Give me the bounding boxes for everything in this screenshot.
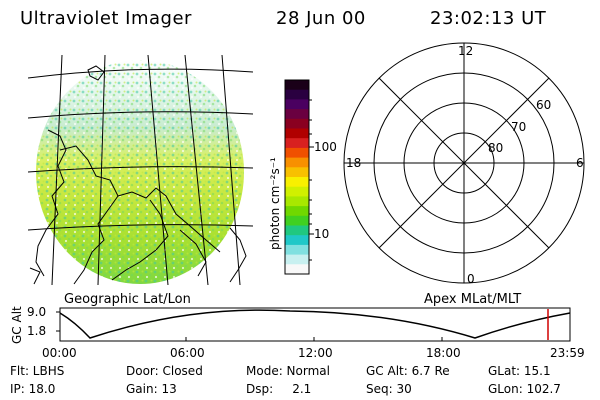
time-tick-2359: 23:59: [550, 346, 585, 360]
polar-plot: [343, 42, 585, 284]
altitude-axis-label: GC Alt: [10, 306, 24, 344]
time-label: 23:02:13 UT: [430, 8, 547, 29]
colorbar-swatch: [285, 206, 309, 217]
info-mode: Mode: Normal: [246, 364, 330, 378]
info-gc-alt: GC Alt: 6.7 Re: [366, 364, 450, 378]
mlt-0-label: 0: [467, 272, 475, 286]
time-tick-1800: 18:00: [426, 346, 461, 360]
mlat-80-label: 80: [488, 141, 504, 155]
colorbar-swatch: [285, 215, 309, 226]
colorbar-unit-label: photon cm⁻²s⁻¹: [268, 157, 282, 250]
time-tick-0000: 00:00: [42, 346, 77, 360]
mlat-70-label: 70: [511, 120, 527, 134]
mlt-12-label: 12: [458, 44, 474, 58]
colorbar-swatch: [285, 264, 309, 275]
colorbar-swatch: [285, 196, 309, 207]
colorbar-swatch: [285, 80, 309, 91]
colorbar-swatch: [285, 254, 309, 265]
colorbar-tick-10: 10: [314, 227, 330, 241]
colorbar-swatch: [285, 177, 309, 188]
colorbar-swatch: [285, 244, 309, 256]
instrument-title: Ultraviolet Imager: [20, 8, 192, 29]
mlat-60-label: 60: [536, 98, 552, 112]
earth-image: [28, 55, 253, 285]
altitude-plot: [56, 307, 571, 342]
mlt-6-label: 6: [576, 156, 584, 170]
polar-panel-label: Apex MLat/MLT: [424, 292, 522, 307]
coastlines: [29, 65, 247, 285]
colorbar-swatch: [285, 138, 309, 149]
colorbar-swatch: [285, 186, 309, 197]
info-door: Door: Closed: [126, 364, 203, 378]
colorbar-swatch: [285, 235, 309, 246]
colorbar-tick-100: 100: [314, 140, 337, 154]
colorbar-swatch: [285, 128, 309, 139]
time-tick-1200: 12:00: [298, 346, 333, 360]
colorbar: [285, 80, 309, 275]
map-grid: [28, 55, 253, 285]
time-tick-0600: 06:00: [170, 346, 205, 360]
colorbar-swatch: [285, 118, 309, 129]
colorbar-swatch: [285, 157, 309, 168]
colorbar-swatch: [285, 109, 309, 120]
geographic-panel-label: Geographic Lat/Lon: [64, 292, 191, 307]
info-glat: GLat: 15.1: [488, 364, 551, 378]
altitude-curve: [59, 309, 571, 339]
colorbar-swatch: [285, 147, 309, 159]
info-ip: IP: 18.0: [10, 382, 56, 396]
mlt-18-label: 18: [346, 156, 362, 170]
colorbar-swatch: [285, 225, 309, 236]
colorbar-swatch: [285, 89, 309, 100]
altitude-tick-top: 9.0: [27, 305, 47, 319]
altitude-tick-bottom: 1.8: [27, 324, 47, 338]
date-label: 28 Jun 00: [276, 8, 366, 29]
info-gain: Gain: 13: [126, 382, 177, 396]
colorbar-swatch: [285, 167, 309, 178]
info-glon: GLon: 102.7: [488, 382, 561, 396]
info-seq: Seq: 30: [366, 382, 412, 396]
info-filter: Flt: LBHS: [10, 364, 65, 378]
colorbar-swatch: [285, 99, 309, 110]
info-dsp: Dsp: 2.1: [246, 382, 312, 396]
